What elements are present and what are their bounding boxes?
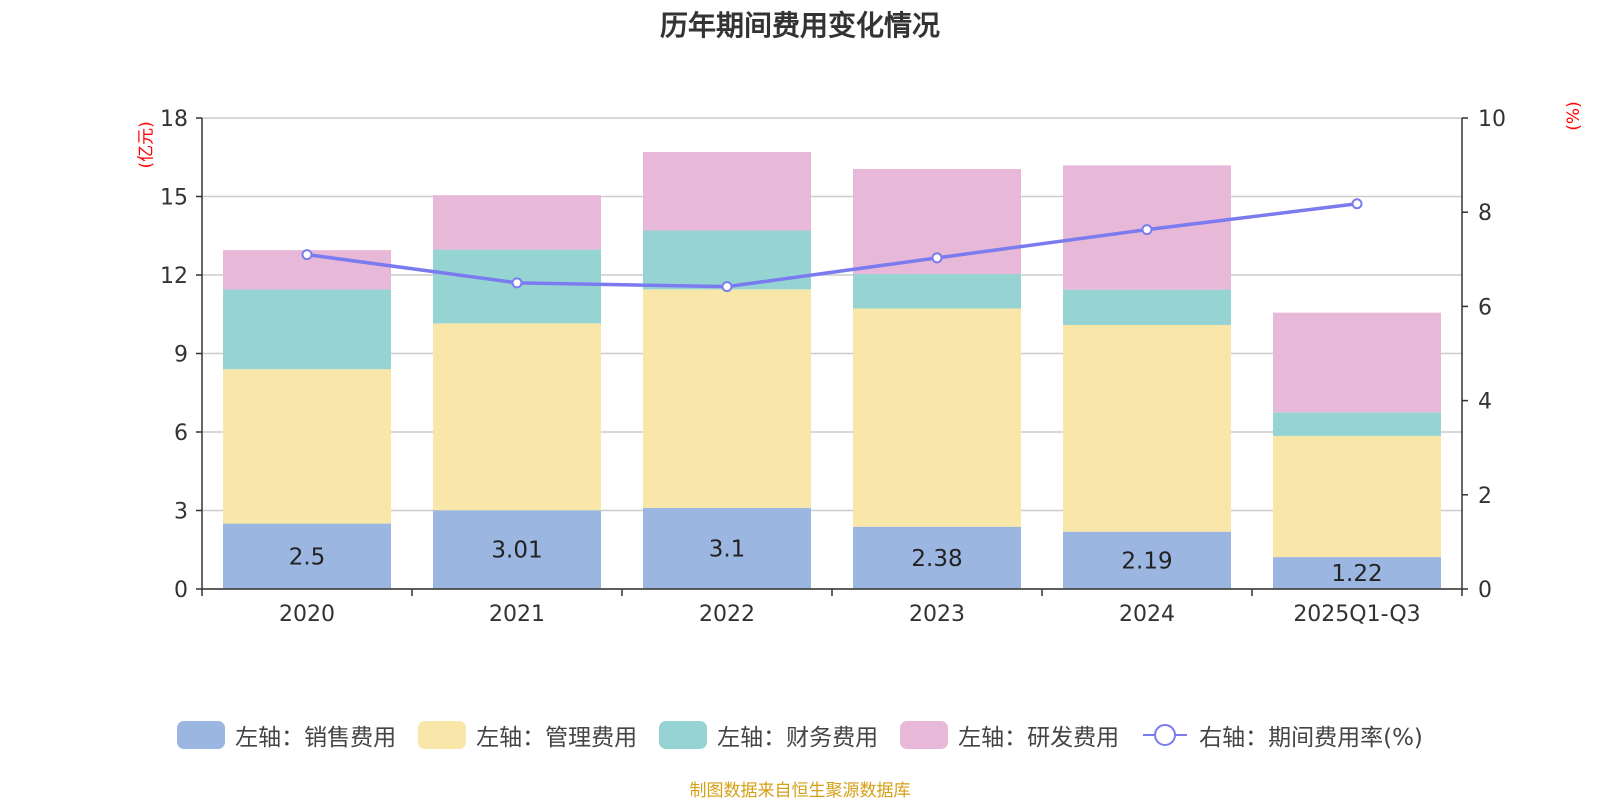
right-axis-tick-label: 10 xyxy=(1478,107,1506,132)
bar-finance-2024 xyxy=(1063,289,1231,325)
right-axis-tick-label: 0 xyxy=(1478,578,1492,603)
legend-label-admin: 左轴：管理费用 xyxy=(476,725,638,751)
bar-label-sales: 3.01 xyxy=(491,538,542,564)
legend-item-rnd[interactable]: 左轴：研发费用 xyxy=(900,718,1119,752)
bar-admin-2025Q1-Q3 xyxy=(1273,435,1441,558)
expense-rate-line xyxy=(306,201,1358,289)
legend: 左轴：销售费用 左轴：管理费用 左轴：财务费用 左轴：研发费用 右轴：期间费用率… xyxy=(0,718,1600,752)
x-axis-tick-label: 2020 xyxy=(279,602,335,627)
x-axis-tick-label: 2024 xyxy=(1119,602,1175,627)
bar-rnd-2025Q1-Q3 xyxy=(1273,312,1441,413)
left-axis-tick-label: 15 xyxy=(160,186,188,211)
right-axis-tick-label: 8 xyxy=(1478,201,1492,226)
legend-label-sales: 左轴：销售费用 xyxy=(235,725,397,751)
legend-swatch-finance xyxy=(659,721,708,749)
legend-label-rnd: 左轴：研发费用 xyxy=(958,725,1120,751)
expense-rate-point xyxy=(1351,198,1363,210)
x-axis-tick-label: 2025Q1-Q3 xyxy=(1293,602,1420,627)
x-axis-tick-label: 2022 xyxy=(699,602,755,627)
bar-admin-2024 xyxy=(1063,324,1231,532)
left-axis-tick-label: 3 xyxy=(174,500,188,525)
legend-item-finance[interactable]: 左轴：财务费用 xyxy=(659,718,878,752)
expense-rate-point xyxy=(511,277,523,289)
bar-sales-2024 xyxy=(1063,531,1231,589)
right-axis-tick-label: 2 xyxy=(1478,484,1492,509)
bar-sales-2021 xyxy=(433,510,601,589)
legend-swatch-admin xyxy=(418,721,467,749)
legend-label-finance: 左轴：财务费用 xyxy=(717,725,879,751)
bar-label-sales: 3.1 xyxy=(709,536,746,562)
bar-sales-2022 xyxy=(643,507,811,589)
bar-rnd-2021 xyxy=(433,195,601,250)
bar-label-sales: 2.5 xyxy=(289,544,326,570)
bar-finance-2023 xyxy=(853,273,1021,309)
bar-label-sales: 1.22 xyxy=(1331,561,1382,587)
bar-admin-2020 xyxy=(223,369,391,524)
x-axis-tick-label: 2023 xyxy=(909,602,965,627)
bar-sales-2025Q1-Q3 xyxy=(1273,557,1441,589)
bar-finance-2025Q1-Q3 xyxy=(1273,412,1441,436)
bar-sales-2023 xyxy=(853,526,1021,589)
data-source-note: 制图数据来自恒生聚源数据库 xyxy=(689,781,911,801)
right-axis-tick-label: 6 xyxy=(1478,295,1492,320)
bar-admin-2022 xyxy=(643,289,811,508)
bar-label-sales: 2.38 xyxy=(911,546,962,572)
legend-swatch-sales xyxy=(177,721,226,749)
expense-rate-point xyxy=(721,281,733,293)
legend-item-sales[interactable]: 左轴：销售费用 xyxy=(177,718,396,752)
expense-rate-point xyxy=(1141,224,1153,236)
legend-label-expense-rate: 右轴：期间费用率(%) xyxy=(1199,725,1423,751)
bar-label-sales: 2.19 xyxy=(1121,548,1172,574)
left-axis-tick-label: 0 xyxy=(174,578,188,603)
bar-finance-2022 xyxy=(643,230,811,290)
right-axis-tick-label: 4 xyxy=(1478,390,1492,415)
chart-title: 历年期间费用变化情况 xyxy=(659,9,940,42)
left-axis-tick-label: 6 xyxy=(174,421,188,446)
legend-item-admin[interactable]: 左轴：管理费用 xyxy=(418,718,637,752)
expense-rate-point xyxy=(931,252,943,264)
left-axis-tick-label: 12 xyxy=(160,264,188,289)
bar-admin-2021 xyxy=(433,323,601,511)
x-axis-tick-label: 2021 xyxy=(489,602,545,627)
bar-finance-2020 xyxy=(223,289,391,370)
left-axis-tick-label: 9 xyxy=(174,343,188,368)
expense-rate-point xyxy=(301,249,313,261)
bar-sales-2020 xyxy=(223,523,391,589)
legend-swatch-rnd xyxy=(900,721,949,749)
bar-admin-2023 xyxy=(853,308,1021,527)
legend-line-icon xyxy=(1143,724,1188,746)
bar-rnd-2022 xyxy=(643,152,811,231)
legend-item-expense-rate[interactable]: 右轴：期间费用率(%) xyxy=(1141,718,1423,752)
left-axis-tick-label: 18 xyxy=(160,107,188,132)
